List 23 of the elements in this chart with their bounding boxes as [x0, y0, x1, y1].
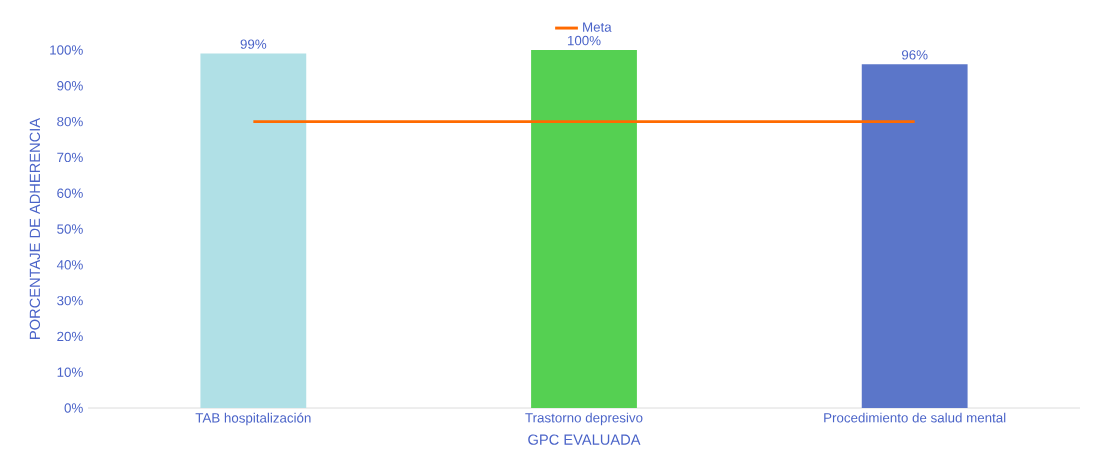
y-tick-label: 50% [57, 224, 83, 234]
legend-label: Meta [583, 22, 612, 32]
y-axis-title: PORCENTAJE DE ADHERENCIA [29, 117, 41, 339]
y-tick-label: 70% [57, 152, 83, 163]
x-tick-label: Procedimiento de salud mental [824, 412, 1006, 423]
data-label: 100% [567, 35, 601, 46]
data-label: 96% [901, 50, 928, 60]
y-tick-label: 40% [56, 260, 83, 270]
data-label: 99% [240, 39, 267, 49]
x-tick-label: TAB hospitalización [195, 412, 311, 426]
bar [861, 64, 968, 408]
y-tick-label: 80% [57, 116, 83, 127]
y-tick-label: 100% [50, 45, 83, 55]
y-tick-label: 20% [57, 331, 83, 342]
x-axis-title: GPC EVALUADA [528, 434, 641, 445]
bar [200, 53, 307, 408]
y-tick-label: 90% [57, 81, 83, 91]
y-tick-label: 0% [64, 403, 83, 413]
y-tick-label: 10% [57, 367, 83, 377]
y-tick-label: 30% [57, 295, 83, 306]
x-tick-label: Trastorno depresivo [525, 412, 643, 426]
y-tick-label: 60% [57, 188, 83, 198]
bar [531, 50, 637, 408]
